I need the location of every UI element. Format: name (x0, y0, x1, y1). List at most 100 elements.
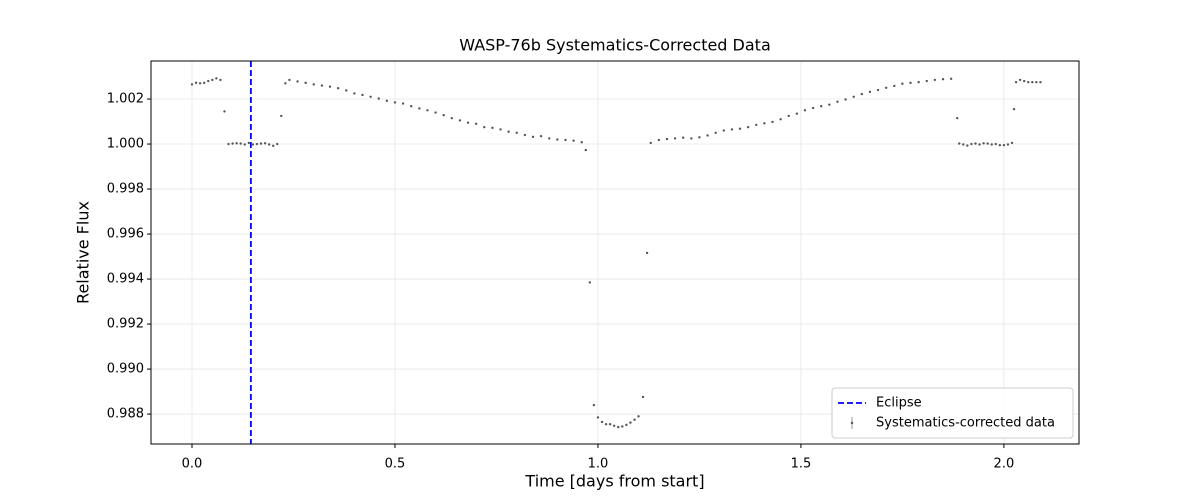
data-point (207, 79, 210, 83)
data-point (259, 142, 263, 145)
data-point (572, 139, 575, 142)
data-point (580, 141, 583, 144)
data-point (673, 137, 677, 140)
data-point (844, 98, 847, 101)
x-tick-label: 0.0 (182, 457, 203, 472)
data-point (641, 395, 645, 399)
legend-label: Eclipse (876, 396, 922, 411)
data-point (994, 142, 997, 146)
data-point (1035, 80, 1038, 84)
plot-frame (150, 60, 1080, 445)
data-point (828, 103, 831, 106)
y-tick-label: 0.992 (107, 317, 144, 332)
data-point (657, 138, 661, 142)
data-point (426, 109, 429, 112)
data-point (312, 83, 315, 86)
data-point (637, 415, 640, 418)
data-point (320, 84, 324, 87)
data-point (665, 137, 669, 141)
data-point (811, 106, 815, 110)
data-point (868, 90, 872, 94)
data-point (690, 137, 693, 140)
data-point (893, 84, 896, 88)
data-point (434, 111, 437, 114)
y-axis-label: Relative Flux (74, 201, 93, 304)
data-point (949, 77, 953, 80)
data-point (608, 422, 612, 426)
data-point (617, 425, 620, 429)
data-point (483, 125, 486, 129)
legend-swatch (850, 421, 854, 425)
data-point (1012, 107, 1016, 111)
data-point (202, 81, 206, 85)
data-point (231, 142, 234, 145)
data-point (247, 141, 251, 145)
data-point (336, 87, 340, 90)
data-point (970, 142, 973, 146)
data-point (1014, 80, 1018, 84)
data-point (227, 142, 230, 146)
data-point (860, 92, 864, 96)
data-point (393, 101, 397, 104)
y-tick-label: 1.000 (107, 137, 144, 152)
data-point (738, 127, 742, 130)
data-point (763, 122, 766, 125)
legend-box (831, 387, 1074, 439)
data-point (600, 420, 604, 424)
data-point (629, 421, 632, 424)
y-tick-label: 1.002 (107, 92, 144, 107)
data-point (621, 425, 624, 428)
data-point (1027, 80, 1030, 84)
data-point (698, 136, 701, 139)
x-tick-label: 0.5 (385, 457, 406, 472)
data-point (499, 128, 502, 131)
data-point (523, 133, 527, 137)
data-point (779, 118, 782, 121)
data-point (852, 95, 855, 98)
data-point (539, 134, 543, 138)
data-point (596, 416, 600, 419)
data-point (681, 136, 685, 139)
data-point (215, 77, 218, 80)
y-tick-label: 0.988 (107, 407, 144, 422)
legend: Eclipse Systematics-corrected data (831, 387, 1074, 439)
data-point (304, 81, 307, 85)
y-tick-label: 0.994 (107, 272, 144, 287)
data-point (263, 142, 267, 145)
data-point (746, 125, 750, 129)
data-point (531, 135, 535, 139)
data-point (1006, 143, 1010, 146)
data-point (401, 102, 405, 105)
data-point (507, 130, 510, 133)
data-point (1022, 79, 1026, 83)
data-point (198, 82, 202, 85)
data-point (369, 95, 372, 98)
data-point (933, 78, 937, 82)
data-point (956, 116, 959, 120)
data-point (974, 142, 977, 145)
data-point (239, 142, 242, 145)
x-tick-label: 1.0 (588, 457, 609, 472)
data-point (556, 138, 559, 141)
data-point (836, 100, 839, 103)
data-point (211, 78, 214, 82)
data-point (986, 142, 989, 145)
data-point (706, 134, 709, 137)
data-point (990, 143, 993, 146)
data-point (584, 148, 587, 152)
data-point (966, 144, 969, 147)
data-point (251, 143, 255, 146)
data-point (194, 81, 198, 85)
data-point (592, 403, 596, 407)
chart-title: WASP-76b Systematics-Corrected Data (459, 36, 771, 55)
data-point (548, 137, 551, 140)
data-point (353, 92, 356, 95)
data-point (612, 424, 616, 427)
data-point (418, 107, 421, 110)
y-tick-label: 0.996 (107, 227, 144, 242)
data-point (564, 138, 567, 142)
data-point (288, 78, 291, 82)
data-point (803, 109, 807, 112)
y-tick-label: 0.998 (107, 182, 144, 197)
data-point (296, 80, 299, 83)
